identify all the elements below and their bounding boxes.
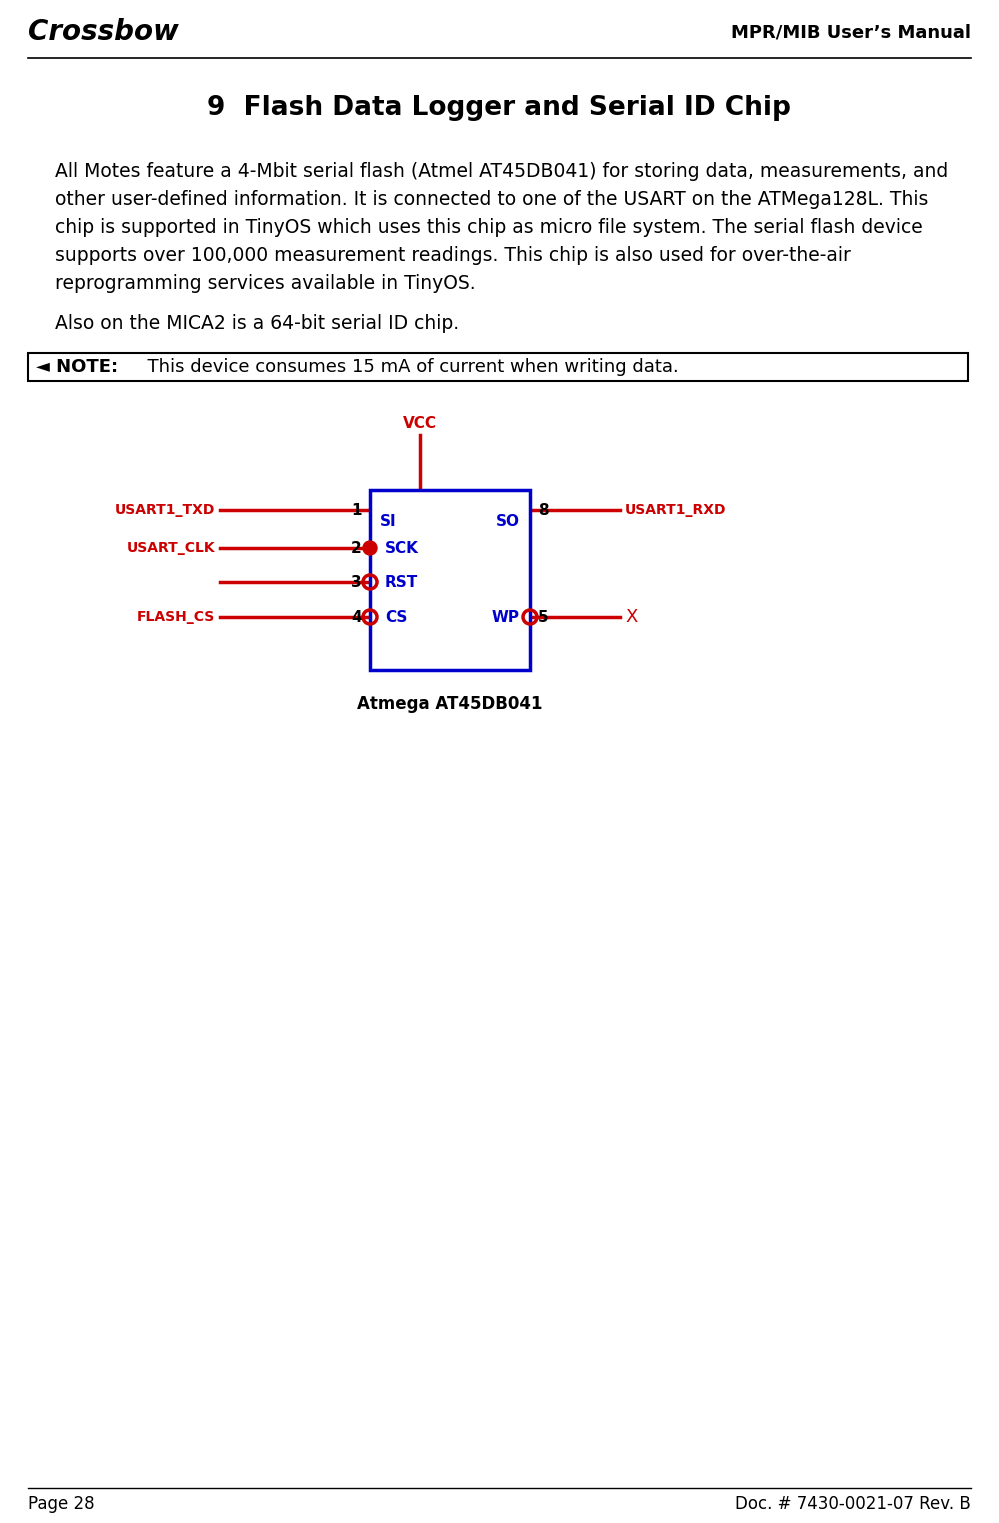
Text: All Motes feature a 4-Mbit serial flash (Atmel AT45DB041) for storing data, meas: All Motes feature a 4-Mbit serial flash … [55, 161, 948, 181]
Text: 5: 5 [538, 609, 548, 624]
Text: 9  Flash Data Logger and Serial ID Chip: 9 Flash Data Logger and Serial ID Chip [207, 94, 791, 120]
Text: SCK: SCK [385, 541, 419, 556]
Text: 4: 4 [352, 609, 362, 624]
Text: ◄ NOTE:: ◄ NOTE: [36, 358, 118, 376]
Bar [370, 490, 530, 670]
Text: This device consumes 15 mA of current when writing data.: This device consumes 15 mA of current wh… [136, 358, 678, 376]
Text: Crossbow: Crossbow [28, 18, 179, 46]
Text: supports over 100,000 measurement readings. This chip is also used for over-the-: supports over 100,000 measurement readin… [55, 247, 851, 265]
Text: USART_CLK: USART_CLK [127, 541, 215, 554]
Text: 1: 1 [352, 503, 362, 518]
Text: WP: WP [492, 609, 520, 624]
Text: Doc. # 7430-0021-07 Rev. B: Doc. # 7430-0021-07 Rev. B [735, 1496, 971, 1512]
Text: 2: 2 [352, 541, 362, 556]
Text: reprogramming services available in TinyOS.: reprogramming services available in Tiny… [55, 274, 476, 292]
Text: RST: RST [385, 574, 419, 589]
Text: USART1_TXD: USART1_TXD [115, 503, 215, 516]
Text: 3: 3 [352, 574, 362, 589]
Text: X: X [625, 608, 637, 626]
Text: Atmega AT45DB041: Atmega AT45DB041 [358, 694, 542, 713]
Text: Page 28: Page 28 [28, 1496, 95, 1512]
Text: SO: SO [496, 513, 520, 528]
Text: USART1_RXD: USART1_RXD [625, 503, 726, 516]
Text: SI: SI [380, 513, 397, 528]
Text: FLASH_CS: FLASH_CS [137, 611, 215, 624]
Text: other user-defined information. It is connected to one of the USART on the ATMeg: other user-defined information. It is co… [55, 190, 928, 209]
Text: 8: 8 [538, 503, 548, 518]
Text: VCC: VCC [403, 416, 437, 431]
Text: CS: CS [385, 609, 408, 624]
Text: MPR/MIB User’s Manual: MPR/MIB User’s Manual [731, 23, 971, 41]
Circle shape [363, 541, 377, 554]
Text: chip is supported in TinyOS which uses this chip as micro file system. The seria: chip is supported in TinyOS which uses t… [55, 218, 923, 238]
Text: Also on the MICA2 is a 64-bit serial ID chip.: Also on the MICA2 is a 64-bit serial ID … [55, 314, 460, 334]
Bar [28, 353, 968, 381]
